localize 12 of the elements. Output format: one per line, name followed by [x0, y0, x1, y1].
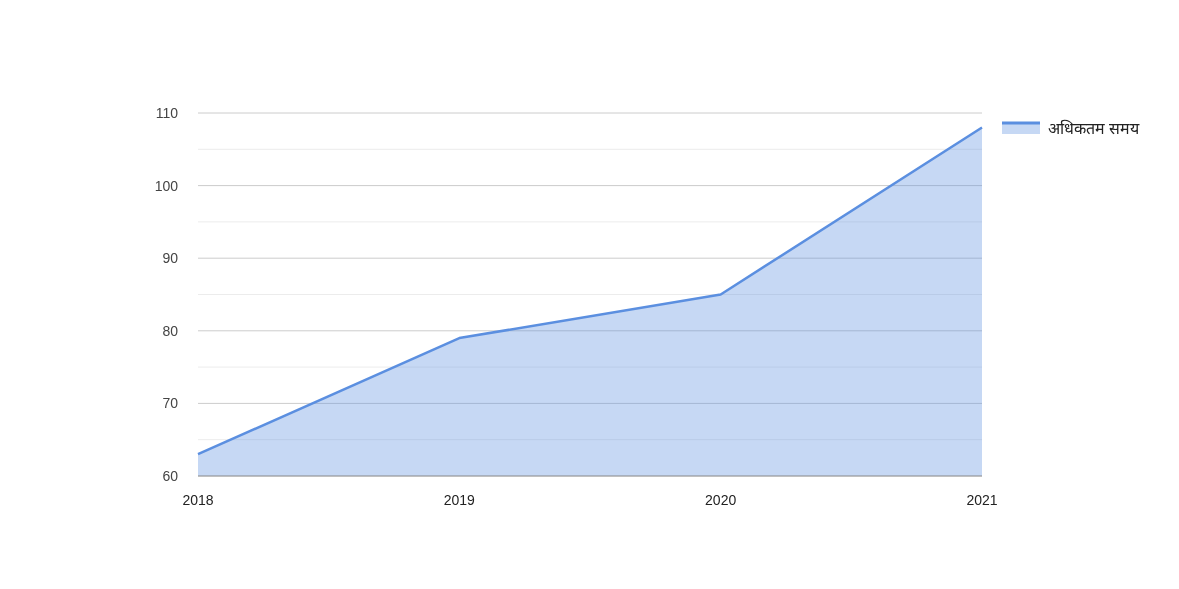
legend: अधिकतम समय — [1002, 120, 1140, 137]
x-tick-label: 2018 — [182, 492, 214, 508]
y-tick-label: 100 — [154, 177, 179, 194]
y-tick-label: 110 — [155, 105, 179, 121]
y-tick-label: 70 — [162, 395, 179, 412]
x-tick-label: 2019 — [443, 492, 476, 508]
y-tick-label: 90 — [162, 250, 179, 267]
y-tick-label: 60 — [162, 468, 179, 484]
x-tick-label: 2020 — [705, 492, 737, 508]
x-tick-label: 2021 — [966, 492, 998, 508]
legend-label: अधिकतम समय — [1048, 119, 1141, 137]
y-tick-label: 80 — [162, 322, 179, 339]
